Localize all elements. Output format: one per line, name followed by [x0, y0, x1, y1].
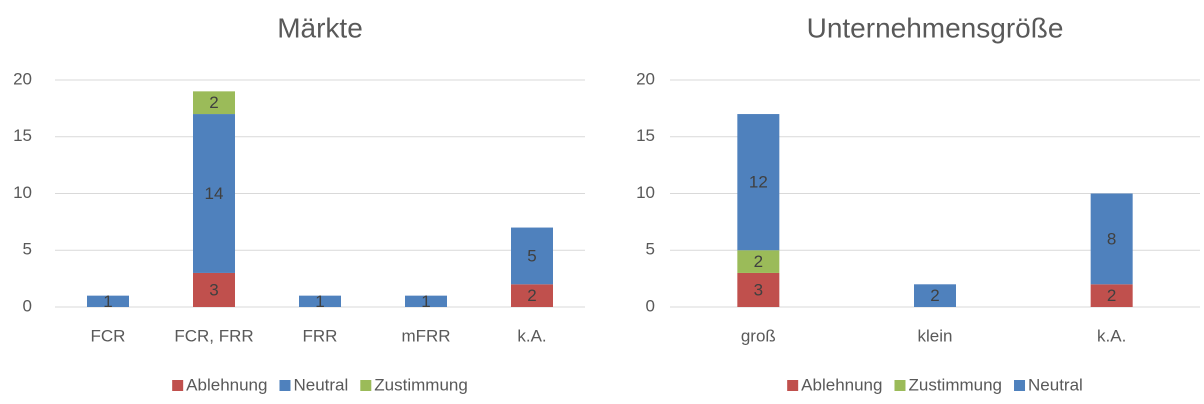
- bar-segment: [193, 114, 235, 273]
- bar-segment: [737, 272, 780, 307]
- bar-segment: [914, 284, 956, 307]
- data-label: 3: [209, 280, 218, 299]
- x-tick-label: klein: [918, 326, 953, 345]
- bar-segment: [193, 91, 235, 115]
- legend-label: Neutral: [1028, 375, 1083, 394]
- x-tick-label: FCR: [91, 326, 126, 345]
- legend-swatch: [360, 380, 372, 391]
- bar-segment: [511, 284, 553, 307]
- bar-segment: [193, 272, 235, 307]
- legend-swatch: [172, 380, 184, 391]
- bar-segment: [511, 227, 553, 285]
- data-label: 2: [754, 252, 763, 271]
- y-tick-label: 20: [13, 69, 32, 88]
- y-tick-label: 20: [636, 69, 655, 88]
- chart-title: Märkte: [277, 12, 363, 43]
- legend-label: Zustimmung: [374, 375, 468, 394]
- y-tick-label: 0: [23, 296, 32, 315]
- data-label: 1: [103, 292, 112, 311]
- legend-label: Zustimmung: [908, 375, 1002, 394]
- data-label: 1: [421, 292, 430, 311]
- legend-swatch: [1014, 380, 1026, 391]
- legend-swatch: [279, 380, 291, 391]
- x-tick-label: k.A.: [1097, 326, 1126, 345]
- data-label: 12: [749, 173, 768, 192]
- bar-segment: [1090, 193, 1133, 285]
- x-tick-label: FCR, FRR: [174, 326, 253, 345]
- legend-swatch: [787, 380, 799, 391]
- data-label: 2: [527, 286, 536, 305]
- legend-label: Ablehnung: [186, 375, 267, 394]
- bar-segment: [1090, 284, 1133, 307]
- legend-label: Ablehnung: [801, 375, 882, 394]
- data-label: 5: [527, 246, 536, 265]
- y-tick-label: 5: [23, 240, 32, 259]
- bar-segment: [405, 295, 447, 307]
- data-label: 14: [205, 184, 224, 203]
- bar-segment: [737, 114, 780, 251]
- data-label: 8: [1107, 229, 1116, 248]
- x-tick-label: FRR: [303, 326, 338, 345]
- bar-segment: [737, 250, 780, 273]
- x-tick-label: groß: [741, 326, 776, 345]
- data-label: 2: [209, 93, 218, 112]
- y-tick-label: 0: [646, 296, 655, 315]
- y-tick-label: 10: [636, 183, 655, 202]
- y-tick-label: 15: [636, 126, 655, 145]
- x-tick-label: k.A.: [517, 326, 546, 345]
- data-label: 3: [754, 280, 763, 299]
- bar-segment: [87, 295, 129, 307]
- y-tick-label: 10: [13, 183, 32, 202]
- y-tick-label: 15: [13, 126, 32, 145]
- bar-segment: [299, 295, 341, 307]
- chart-title: Unternehmensgröße: [807, 12, 1064, 43]
- data-label: 1: [315, 292, 324, 311]
- x-tick-label: mFRR: [401, 326, 450, 345]
- data-label: 2: [930, 286, 939, 305]
- data-label: 2: [1107, 286, 1116, 305]
- legend-label: Neutral: [293, 375, 348, 394]
- y-tick-label: 5: [646, 240, 655, 259]
- legend-swatch: [894, 380, 906, 391]
